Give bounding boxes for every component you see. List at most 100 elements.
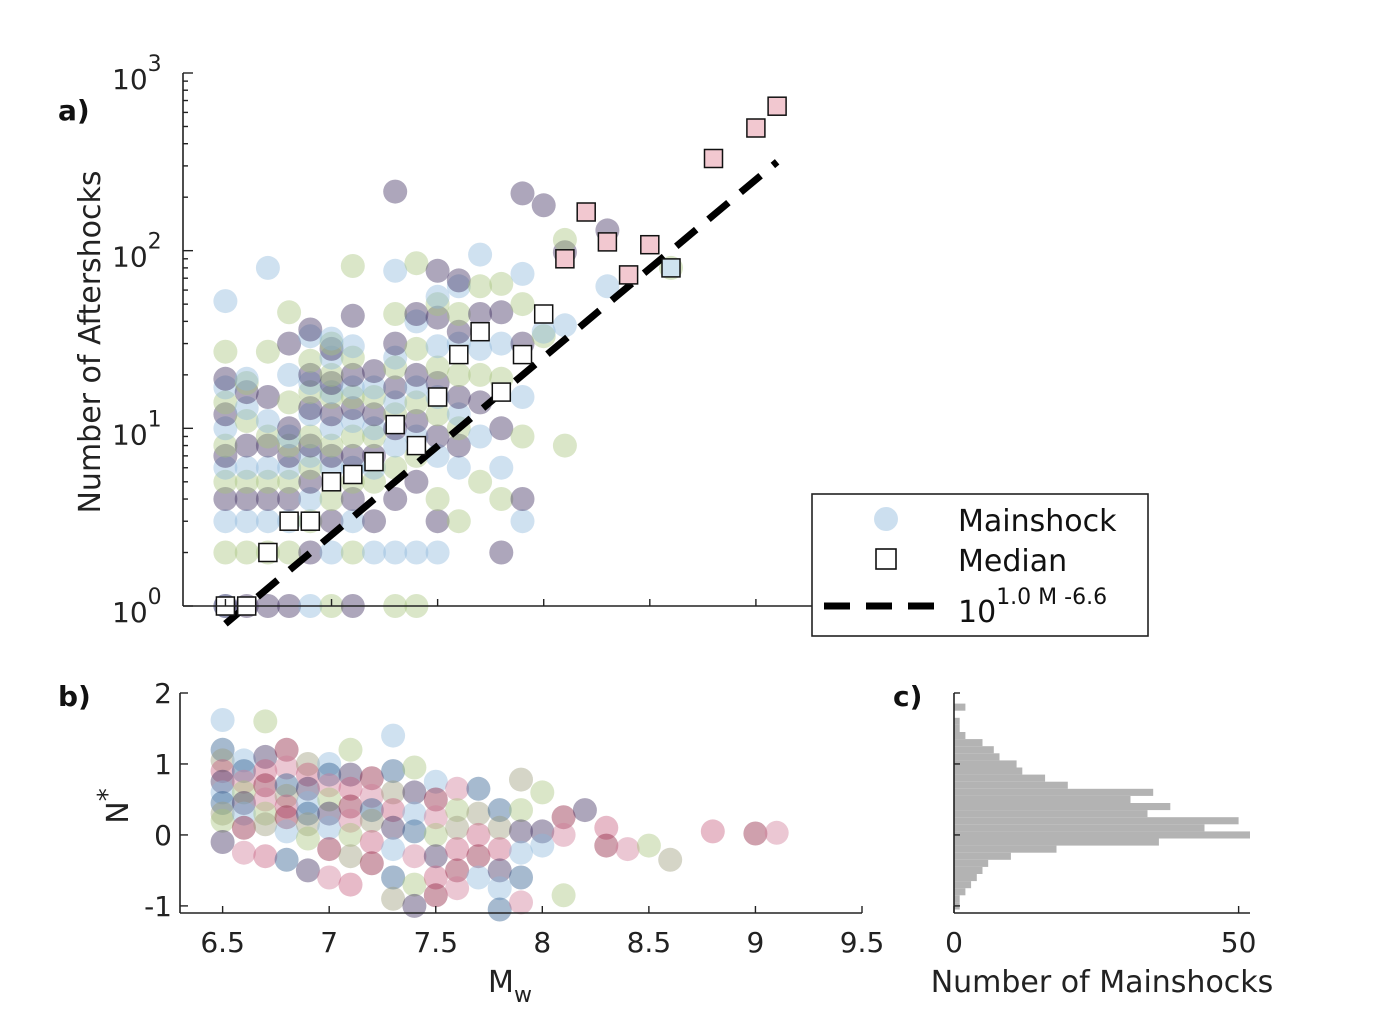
nstar-point [317, 752, 342, 776]
nstar-point [423, 787, 448, 812]
mainshock-point [531, 319, 556, 344]
nstar-point [466, 844, 491, 869]
median-marker [449, 344, 469, 365]
mainshock-point [255, 255, 280, 280]
nstar-point [253, 709, 278, 734]
histogram-bar [954, 746, 994, 754]
nstar-point [487, 876, 512, 901]
nstar-point [338, 822, 363, 847]
nstar-point [764, 820, 789, 845]
histogram-bar [954, 795, 1131, 803]
mainshock-point [298, 443, 323, 468]
mainshock-point [255, 487, 280, 511]
panel-b-y-axis-title: N* [93, 788, 136, 823]
nstar-point [551, 822, 576, 847]
mainshock-point [213, 289, 238, 314]
histogram-bar [954, 810, 1148, 818]
mainshock-point [404, 251, 429, 276]
mainshock-point [383, 331, 408, 356]
nstar-point [423, 805, 448, 830]
nstar-point [231, 759, 256, 784]
mainshock-point [255, 424, 280, 449]
nstar-point [594, 815, 619, 840]
nstar-point [317, 762, 342, 787]
mainshock-point [234, 540, 259, 565]
mainshock-point [319, 402, 344, 427]
mainshock-point [489, 331, 514, 356]
mainshock-point [298, 469, 323, 494]
nstar-point [423, 844, 448, 869]
y-tick-label-exponent: 2 [148, 230, 162, 255]
nstar-point [594, 833, 619, 858]
mainshock-point [531, 324, 556, 349]
mainshock-point [277, 455, 302, 480]
nstar-point [295, 791, 320, 815]
histogram-bar [954, 703, 966, 711]
median-marker [321, 472, 342, 492]
mainshock-point [234, 433, 259, 458]
median-marker [406, 435, 427, 456]
mainshock-point [489, 540, 514, 565]
mainshock-point [404, 390, 429, 415]
panel-b-x-axis-title-base: M [488, 965, 514, 1000]
nstar-point [274, 737, 299, 762]
panel-b-points [210, 708, 789, 922]
y-tick-label-exponent: 3 [148, 52, 162, 77]
mainshock-point [234, 371, 259, 395]
mainshock-point [489, 300, 514, 325]
mainshock-point [425, 509, 450, 534]
legend-fit-base: 10 [958, 595, 996, 630]
y-tick-label-base: 10 [112, 596, 148, 629]
mainshock-point [446, 274, 471, 299]
histogram-bar [954, 739, 983, 747]
nstar-point [551, 805, 576, 830]
mainshock-point [446, 455, 471, 480]
median-marker [470, 321, 490, 342]
nstar-point [317, 837, 342, 862]
nstar-point [295, 858, 320, 883]
legend: Mainshock Median 101.0 M -6.6 [811, 493, 1149, 637]
nstar-point [295, 762, 320, 787]
mainshock-point [425, 292, 450, 317]
median-marker [364, 451, 384, 472]
mainshock-point [298, 371, 323, 395]
histogram-bar [954, 881, 972, 889]
median-marker [258, 542, 278, 563]
y-tick-label-exponent: 1 [148, 407, 162, 432]
mainshock-point [383, 487, 408, 511]
mainshock-point [234, 509, 259, 534]
nstar-point [210, 748, 235, 773]
histogram-bar [954, 788, 1154, 796]
mainshock-point [446, 385, 471, 409]
mainshock-point [446, 319, 471, 344]
nstar-point [253, 744, 278, 769]
nstar-point [274, 847, 299, 872]
nstar-point [423, 865, 448, 890]
mainshock-point [362, 359, 386, 384]
mainshock-point [404, 362, 429, 387]
mainshock-point [255, 339, 280, 364]
histogram-bar [954, 888, 966, 896]
mainshock-point [319, 336, 344, 361]
panel-b-y-axis-title-sup: * [93, 788, 123, 801]
mainshock-point [510, 385, 535, 409]
mainshock-point [319, 380, 344, 405]
nstar-point [317, 773, 342, 798]
mainshock-point [425, 402, 450, 427]
nstar-point [210, 769, 235, 794]
nstar-point [445, 776, 470, 801]
median-marker [555, 249, 575, 269]
nstar-point [381, 815, 406, 840]
mainshock-point [277, 390, 302, 415]
mainshock-point [213, 402, 238, 427]
nstar-point [402, 893, 427, 918]
nstar-point [509, 767, 533, 792]
histogram-bar [954, 724, 960, 732]
histogram-bar [954, 866, 983, 874]
median-marker [279, 511, 299, 531]
y-tick-label: 0 [154, 819, 172, 852]
median-marker [491, 382, 512, 402]
histogram-bar [954, 874, 977, 882]
nstar-point [210, 780, 235, 805]
